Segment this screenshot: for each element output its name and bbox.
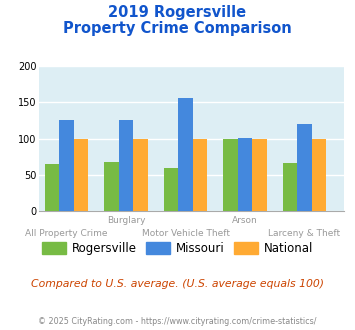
Bar <box>223 139 238 211</box>
Bar <box>312 139 326 211</box>
Legend: Rogersville, Missouri, National: Rogersville, Missouri, National <box>38 237 317 260</box>
Text: Compared to U.S. average. (U.S. average equals 100): Compared to U.S. average. (U.S. average … <box>31 279 324 289</box>
Bar <box>297 124 312 211</box>
Bar <box>283 163 297 211</box>
Text: Burglary: Burglary <box>107 216 145 225</box>
Text: Motor Vehicle Theft: Motor Vehicle Theft <box>142 229 230 238</box>
Bar <box>238 138 252 211</box>
Bar <box>45 164 59 211</box>
Bar <box>178 98 193 211</box>
Bar <box>193 139 207 211</box>
Bar <box>119 120 133 211</box>
Text: Larceny & Theft: Larceny & Theft <box>268 229 340 238</box>
Text: Property Crime Comparison: Property Crime Comparison <box>63 21 292 36</box>
Bar <box>104 162 119 211</box>
Text: © 2025 CityRating.com - https://www.cityrating.com/crime-statistics/: © 2025 CityRating.com - https://www.city… <box>38 317 317 326</box>
Bar <box>59 120 74 211</box>
Text: 2019 Rogersville: 2019 Rogersville <box>108 5 247 20</box>
Text: All Property Crime: All Property Crime <box>25 229 108 238</box>
Bar <box>252 139 267 211</box>
Bar <box>74 139 88 211</box>
Bar <box>133 139 148 211</box>
Text: Arson: Arson <box>232 216 258 225</box>
Bar <box>164 168 178 211</box>
